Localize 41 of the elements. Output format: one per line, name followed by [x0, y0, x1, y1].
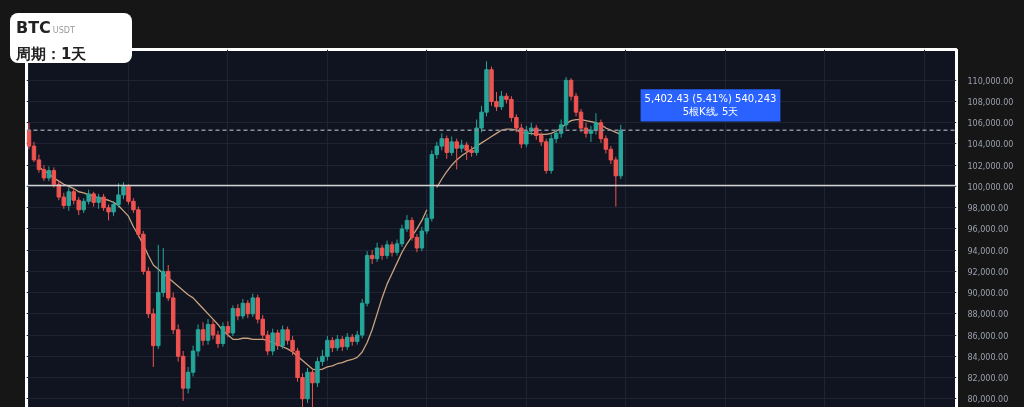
candlestick	[444, 134, 449, 160]
chart-subtitle: USDT	[52, 26, 75, 35]
candlestick	[66, 187, 72, 212]
candlestick	[240, 298, 246, 320]
y-tick-label: 94,000.00	[967, 246, 1009, 256]
candlestick	[275, 329, 280, 351]
candlestick	[384, 240, 390, 260]
y-tick-label: 88,000.00	[967, 310, 1009, 320]
candlestick	[245, 299, 251, 319]
y-tick-label: 106,000.00	[967, 119, 1014, 129]
y-tick-label: 82,000.00	[967, 374, 1009, 384]
candlestick	[499, 90, 504, 111]
y-tick-label: 100,000.00	[967, 182, 1014, 192]
candlestick	[449, 136, 454, 157]
candlestick	[374, 242, 380, 263]
y-tick-label: 98,000.00	[967, 204, 1009, 214]
candlestick	[220, 321, 226, 348]
y-tick-label: 80,000.00	[967, 395, 1009, 405]
y-tick-label: 84,000.00	[967, 352, 1009, 362]
candlestick	[250, 293, 256, 318]
y-tick-label: 102,000.00	[967, 161, 1014, 171]
candlestick	[205, 318, 211, 346]
y-tick-label: 90,000.00	[967, 289, 1009, 299]
y-tick-label: 110,000.00	[967, 76, 1014, 86]
annotation: 周期：1天	[16, 43, 88, 65]
annotation: 5根K线, 5天	[682, 106, 739, 118]
annotation: 5,402.43 (5.41%) 540,243	[644, 93, 777, 105]
candlestick	[200, 321, 206, 347]
candlestick	[454, 138, 459, 170]
candlestick	[280, 325, 285, 350]
y-tick-label: 92,000.00	[967, 267, 1009, 277]
candlestick	[369, 249, 375, 265]
y-tick-label: 108,000.00	[967, 98, 1014, 108]
picture-header-card: BTC USDT 周期：1天	[10, 13, 132, 63]
y-tick-label: 104,000.00	[967, 140, 1014, 150]
candlestick	[210, 319, 216, 340]
candlestick	[225, 320, 231, 338]
y-tick-label: 86,000.00	[967, 331, 1009, 341]
chart-title: BTC	[16, 18, 51, 37]
candlestick	[270, 328, 275, 356]
y-tick-label: 96,000.00	[967, 225, 1009, 235]
